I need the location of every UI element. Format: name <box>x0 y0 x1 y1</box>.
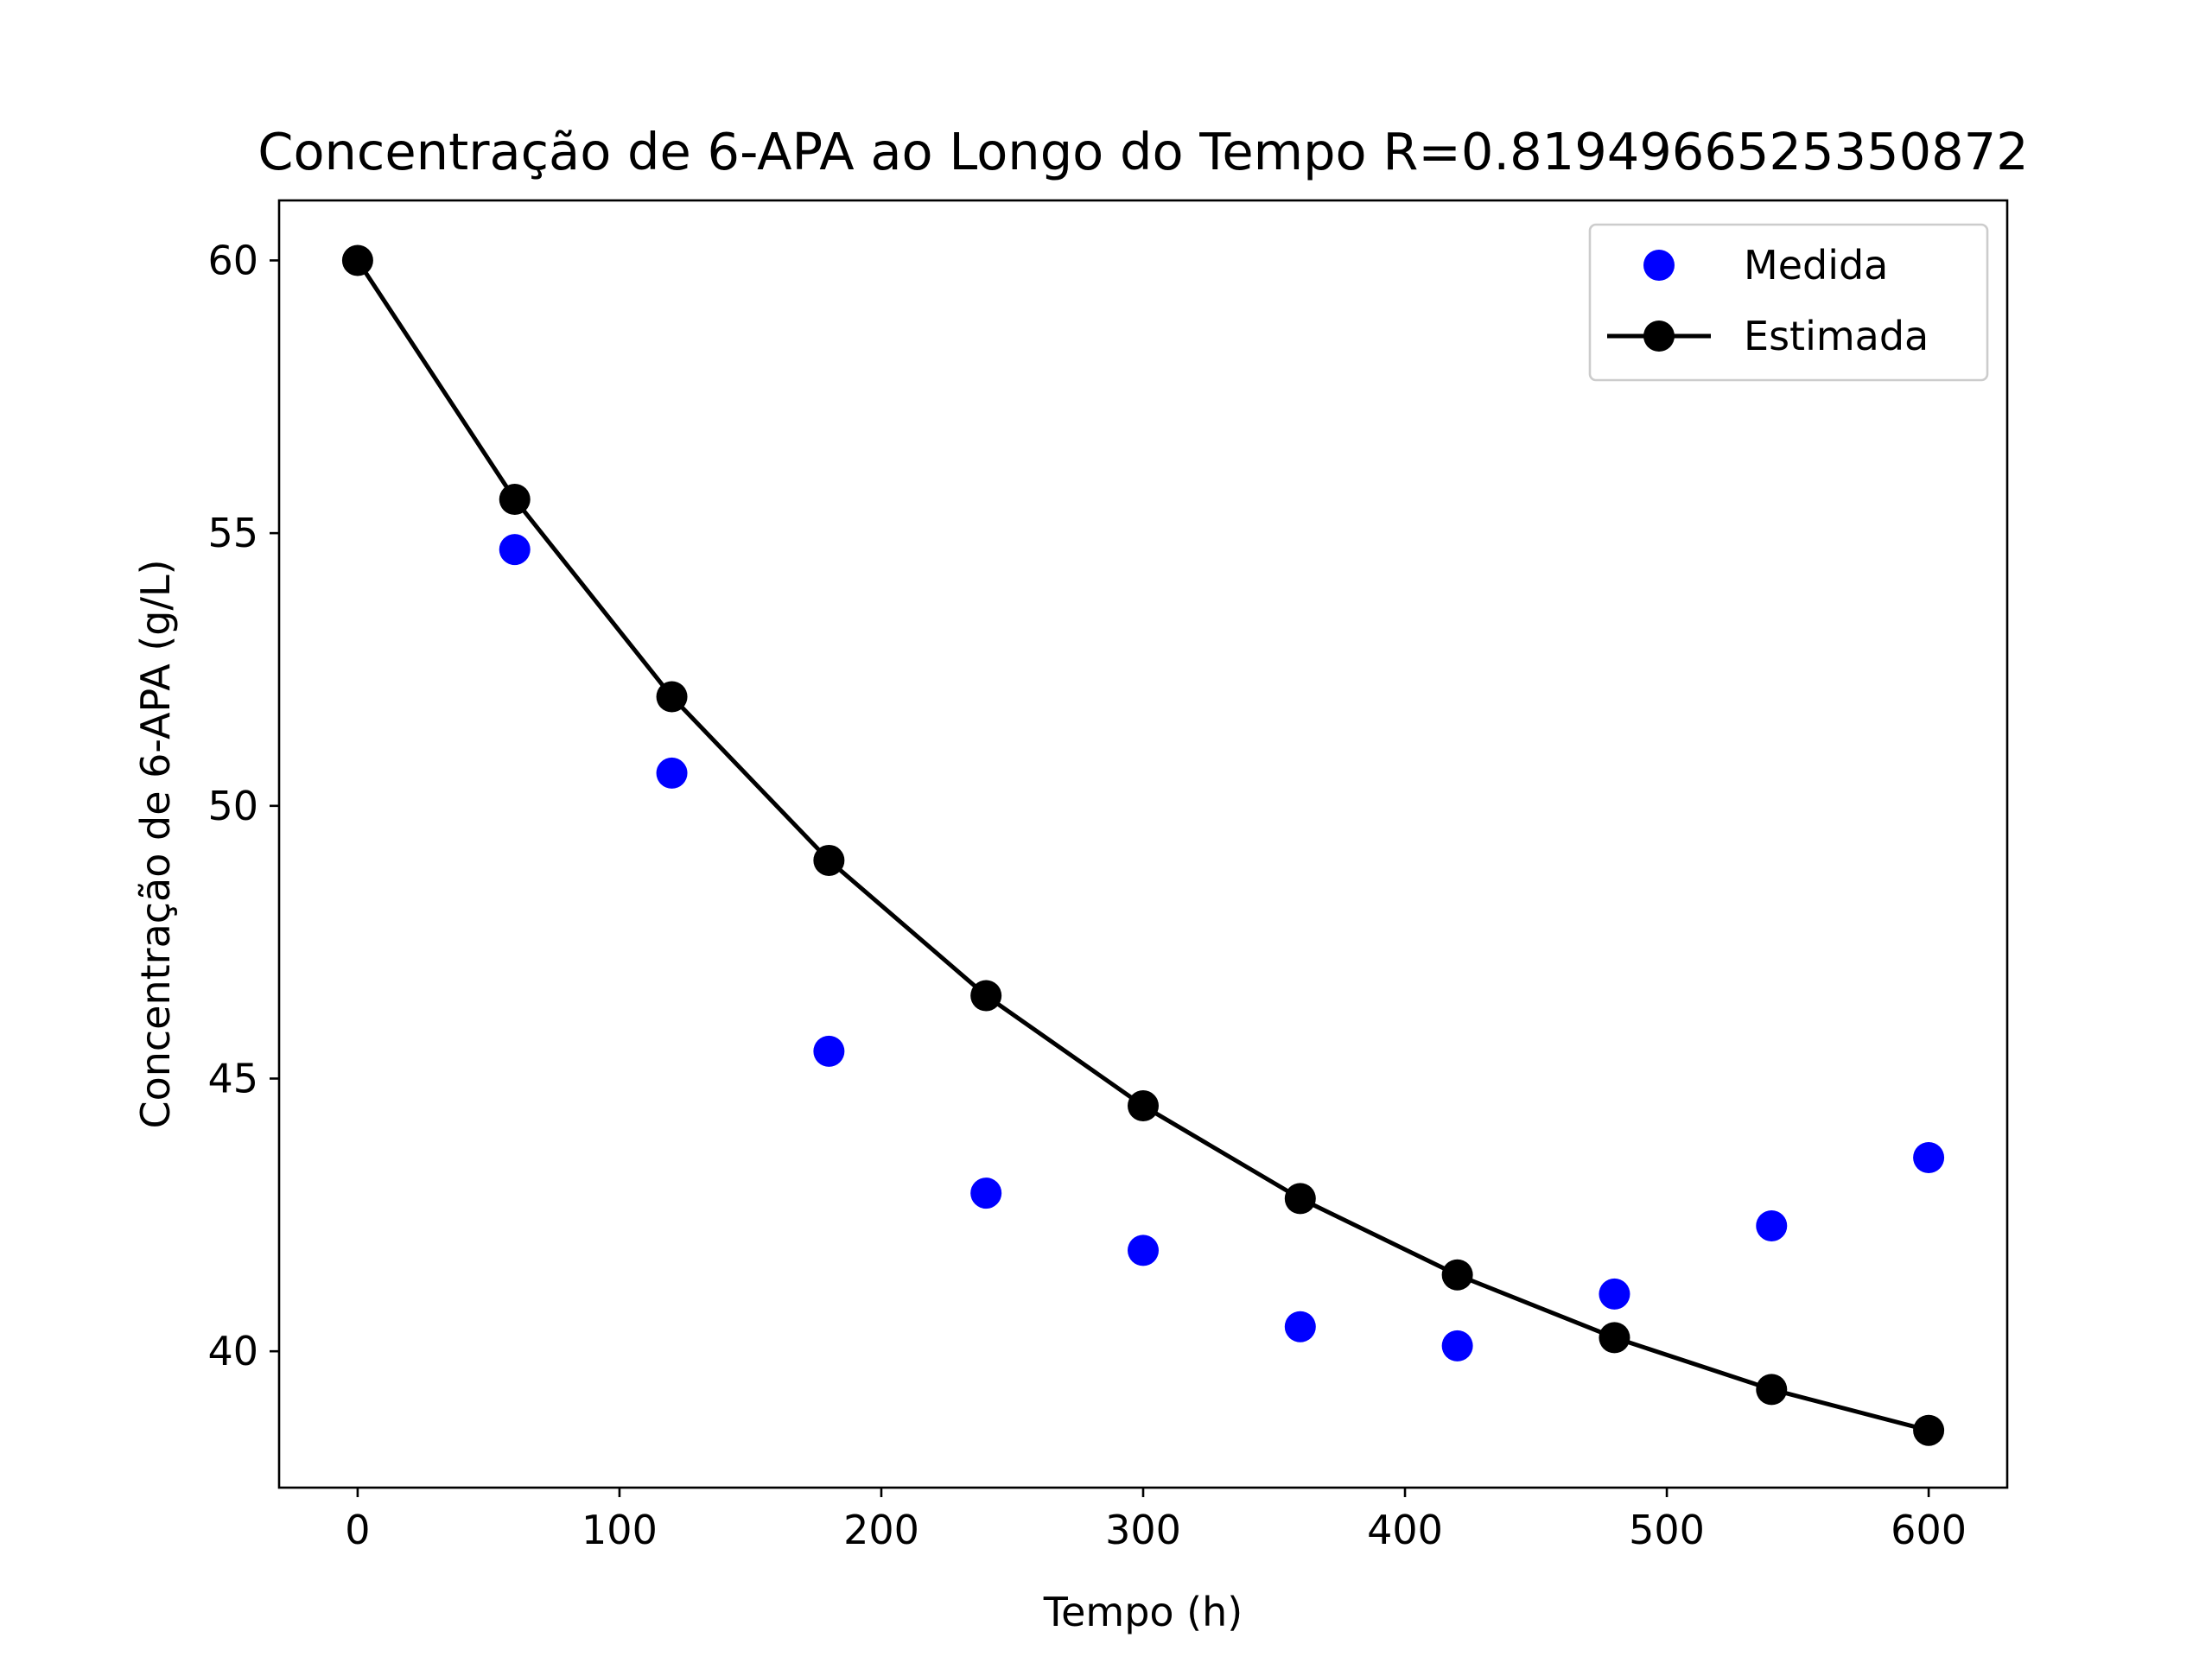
x-axis-ticks: 0 100 200 300 400 500 600 <box>345 1488 1967 1553</box>
y-tick-label: 60 <box>207 237 258 283</box>
data-point <box>813 844 845 876</box>
data-point <box>1599 1322 1630 1354</box>
plot-area <box>279 200 2007 1488</box>
chart-title: Concentração de 6-APA ao Longo do Tempo … <box>257 122 2028 181</box>
x-axis-label: Tempo (h) <box>1043 1589 1243 1635</box>
legend-label: Medida <box>1744 242 1888 289</box>
data-point <box>1441 1330 1473 1362</box>
data-point <box>1756 1209 1788 1241</box>
x-tick-label: 300 <box>1105 1507 1181 1553</box>
x-tick-label: 500 <box>1629 1507 1705 1553</box>
series-estimada <box>341 244 1945 1446</box>
series-layer <box>341 244 1945 1446</box>
data-point <box>1599 1278 1630 1310</box>
data-point <box>970 980 1002 1012</box>
data-point <box>970 1177 1002 1209</box>
plot-frame <box>277 199 2009 1489</box>
legend: Medida Estimada <box>1588 223 1989 382</box>
x-tick-label: 0 <box>345 1507 370 1553</box>
y-tick-label: 45 <box>207 1055 258 1101</box>
data-point <box>1756 1374 1788 1406</box>
x-tick-label: 100 <box>582 1507 658 1553</box>
data-point <box>499 483 531 515</box>
y-tick-label: 40 <box>207 1328 258 1374</box>
data-point <box>813 1035 845 1067</box>
x-tick-label: 200 <box>843 1507 919 1553</box>
data-point <box>1284 1311 1316 1342</box>
x-tick-label: 400 <box>1367 1507 1443 1553</box>
legend-marker-swatch <box>1643 250 1675 281</box>
legend-marker-swatch <box>1643 321 1675 352</box>
y-axis-ticks: 40 45 50 55 60 <box>207 237 279 1374</box>
series-medida <box>499 534 1945 1362</box>
legend-entry: Estimada <box>1607 313 1929 359</box>
x-tick-label: 600 <box>1891 1507 1967 1553</box>
data-point <box>499 534 531 566</box>
data-point <box>1128 1235 1159 1266</box>
data-point <box>1128 1090 1159 1122</box>
y-tick-label: 55 <box>207 510 258 556</box>
legend-box <box>1588 223 1989 382</box>
y-axis-label: Concentração de 6-APA (g/L) <box>132 559 179 1128</box>
data-point <box>656 681 688 713</box>
data-point <box>1913 1414 1945 1446</box>
data-point <box>341 244 373 276</box>
data-point <box>1913 1142 1945 1174</box>
data-point <box>1441 1259 1473 1291</box>
legend-label: Estimada <box>1744 313 1929 359</box>
y-tick-label: 50 <box>207 783 258 829</box>
data-point <box>1284 1183 1316 1215</box>
data-point <box>656 757 688 789</box>
legend-entry: Medida <box>1643 242 1888 289</box>
